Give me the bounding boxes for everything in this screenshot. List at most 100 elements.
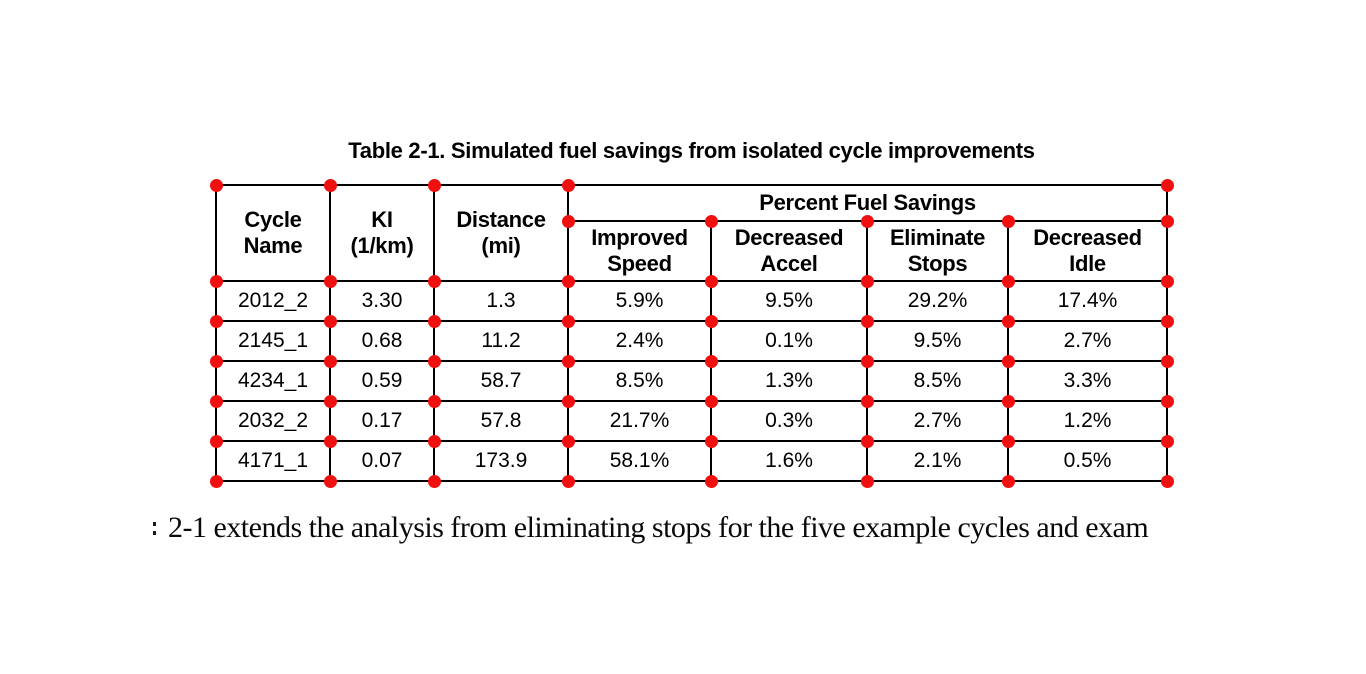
cell-improved-speed: 2.4% <box>567 320 712 362</box>
cell-corner-marker <box>704 354 718 368</box>
cell-distance: 57.8 <box>433 400 569 442</box>
cell-corner-marker <box>323 314 337 328</box>
cell-cycle: 4171_1 <box>215 440 331 482</box>
header-line: Speed <box>607 251 672 276</box>
cell-corner-marker <box>209 434 223 448</box>
header-line: Name <box>243 233 303 258</box>
cell-corner-marker <box>860 314 874 328</box>
cell-corner-marker <box>1160 354 1174 368</box>
cell-corner-marker <box>1160 274 1174 288</box>
header-line: Decreased <box>1033 225 1142 250</box>
cell-ki: 0.59 <box>329 360 435 402</box>
body-text: 2-1 extends the analysis from eliminatin… <box>168 511 1149 544</box>
table-row: 2012_2 3.30 1.3 5.9% 9.5% 29.2% 17.4% <box>215 280 1169 322</box>
cell-ki: 3.30 <box>329 280 435 322</box>
clipped-character-fragment <box>153 522 156 535</box>
fuel-savings-table: Cycle Name KI (1/km) Distance (mi) Perce… <box>215 184 1169 482</box>
cell-corner-marker <box>1160 314 1174 328</box>
cell-corner-marker <box>209 178 223 192</box>
table-caption: Table 2-1. Simulated fuel savings from i… <box>348 138 1035 163</box>
cell-corner-marker <box>860 434 874 448</box>
header-line: Eliminate <box>889 225 986 250</box>
cell-corner-marker <box>860 394 874 408</box>
cell-cycle: 2145_1 <box>215 320 331 362</box>
cell-improved-speed: 8.5% <box>567 360 712 402</box>
header-line: (1/km) <box>350 233 414 258</box>
header-line: (mi) <box>481 233 521 258</box>
cell-corner-marker <box>561 274 575 288</box>
cell-decreased-accel: 0.1% <box>710 320 868 362</box>
header-improved-speed: Improved Speed <box>567 220 712 282</box>
cell-corner-marker <box>427 434 441 448</box>
cell-corner-marker <box>1001 394 1015 408</box>
cell-corner-marker <box>323 274 337 288</box>
cell-corner-marker <box>561 314 575 328</box>
cell-cycle: 4234_1 <box>215 360 331 402</box>
cell-corner-marker <box>323 474 337 488</box>
cell-corner-marker <box>561 394 575 408</box>
table-row: 4234_1 0.59 58.7 8.5% 1.3% 8.5% 3.3% <box>215 360 1169 402</box>
cell-corner-marker <box>1001 354 1015 368</box>
cell-decreased-accel: 1.6% <box>710 440 868 482</box>
cell-corner-marker <box>1001 214 1015 228</box>
cell-improved-speed: 5.9% <box>567 280 712 322</box>
cell-corner-marker <box>209 474 223 488</box>
header-cycle-name: Cycle Name <box>215 184 331 282</box>
cell-corner-marker <box>1001 274 1015 288</box>
cell-decreased-idle: 0.5% <box>1006 440 1169 482</box>
header-distance: Distance (mi) <box>433 184 569 282</box>
table-body: Cycle Name KI (1/km) Distance (mi) Perce… <box>215 184 1169 482</box>
cell-corner-marker <box>860 354 874 368</box>
cell-decreased-idle: 17.4% <box>1006 280 1169 322</box>
cell-distance: 1.3 <box>433 280 569 322</box>
header-line: Improved <box>591 225 688 250</box>
cell-corner-marker <box>427 394 441 408</box>
cell-corner-marker <box>561 178 575 192</box>
cell-decreased-accel: 9.5% <box>710 280 868 322</box>
cell-corner-marker <box>704 434 718 448</box>
header-line: Decreased <box>734 225 844 250</box>
cell-corner-marker <box>561 434 575 448</box>
cell-ki: 0.07 <box>329 440 435 482</box>
cell-corner-marker <box>1001 314 1015 328</box>
cell-improved-speed: 21.7% <box>567 400 712 442</box>
cell-corner-marker <box>209 354 223 368</box>
cell-corner-marker <box>704 274 718 288</box>
cell-corner-marker <box>1160 178 1174 192</box>
cell-eliminate-stops: 8.5% <box>866 360 1009 402</box>
cell-corner-marker <box>1160 434 1174 448</box>
cell-corner-marker <box>860 274 874 288</box>
cell-distance: 58.7 <box>433 360 569 402</box>
cell-corner-marker <box>427 474 441 488</box>
cell-corner-marker <box>427 178 441 192</box>
cell-decreased-idle: 2.7% <box>1006 320 1169 362</box>
cell-corner-marker <box>561 474 575 488</box>
cell-corner-marker <box>1160 394 1174 408</box>
cell-ki: 0.17 <box>329 400 435 442</box>
cell-corner-marker <box>323 434 337 448</box>
header-row-sub: Improved Speed Decreased Accel Eliminate… <box>216 220 1169 282</box>
cell-corner-marker <box>860 474 874 488</box>
cell-decreased-idle: 3.3% <box>1006 360 1169 402</box>
header-line: Accel <box>760 251 818 276</box>
cell-corner-marker <box>561 354 575 368</box>
cell-corner-marker <box>860 214 874 228</box>
cell-corner-marker <box>323 394 337 408</box>
cell-decreased-idle: 1.2% <box>1006 400 1169 442</box>
cell-corner-marker <box>209 394 223 408</box>
header-line: Distance <box>456 207 546 232</box>
cell-distance: 11.2 <box>433 320 569 362</box>
cell-corner-marker <box>1001 434 1015 448</box>
cell-eliminate-stops: 9.5% <box>866 320 1009 362</box>
header-decreased-accel: Decreased Accel <box>710 220 868 282</box>
cell-corner-marker <box>427 354 441 368</box>
cell-corner-marker <box>1001 474 1015 488</box>
cell-decreased-accel: 0.3% <box>710 400 868 442</box>
cell-corner-marker <box>561 214 575 228</box>
header-decreased-idle: Decreased Idle <box>1006 220 1169 282</box>
cell-cycle: 2032_2 <box>215 400 331 442</box>
cell-corner-marker <box>704 474 718 488</box>
cell-decreased-accel: 1.3% <box>710 360 868 402</box>
cell-improved-speed: 58.1% <box>567 440 712 482</box>
cell-eliminate-stops: 2.7% <box>866 400 1009 442</box>
